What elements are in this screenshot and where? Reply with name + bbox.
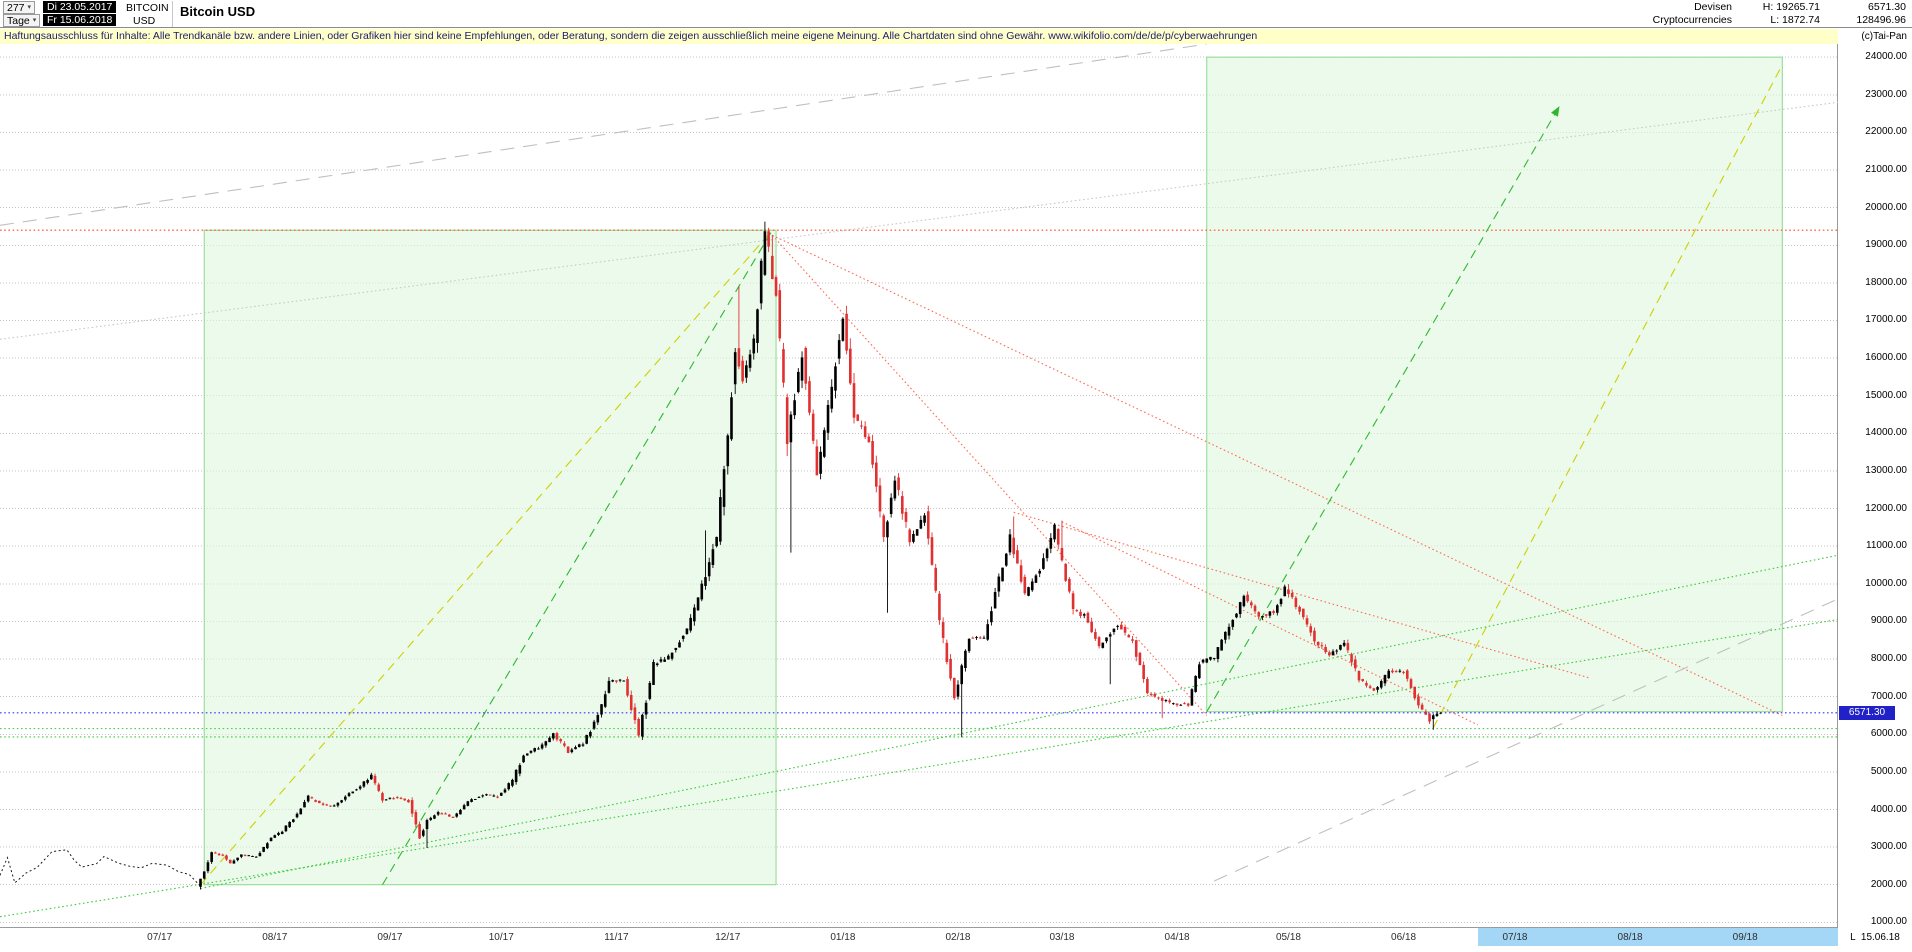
time-axis-label: 09/17 <box>377 932 403 943</box>
time-axis-label: 07/17 <box>147 932 173 943</box>
time-axis-label: 07/18 <box>1502 932 1528 943</box>
chart-title: Bitcoin USD <box>180 4 256 19</box>
price-axis-label: 16000.00 <box>1865 352 1907 364</box>
price-axis-label: 12000.00 <box>1865 502 1907 514</box>
chevron-down-icon: ▾ <box>27 3 32 11</box>
price-axis-label: 24000.00 <box>1865 51 1907 63</box>
price-axis-label: 19000.00 <box>1865 239 1907 251</box>
price-axis-label: 7000.00 <box>1870 690 1907 702</box>
time-axis-label: 01/18 <box>830 932 856 943</box>
high-low-readout: H: 19265.71 L: 1872.74 <box>1763 1 1820 27</box>
time-axis: L 15.06.18 07/17 08/17 09/17 10/17 11/17 12/1… <box>0 928 1912 952</box>
time-axis-label: 10/17 <box>488 932 514 943</box>
chart-plot-area[interactable] <box>0 44 1838 928</box>
bars-count-dropdown[interactable]: 277 ▾ <box>3 1 36 14</box>
last-price-value: 6571.30 <box>1868 1 1906 13</box>
time-axis-label: 09/18 <box>1732 932 1758 943</box>
time-axis-label: 02/18 <box>945 932 971 943</box>
time-axis-label: 05/18 <box>1275 932 1301 943</box>
price-axis-label: 5000.00 <box>1870 765 1907 777</box>
period-dropdown[interactable]: Tage ▾ <box>3 14 41 27</box>
low-value: L: 1872.74 <box>1770 14 1820 26</box>
price-axis: 6571.30 1000.00 2000.00 3000.00 4000.00 5000… <box>1838 44 1912 928</box>
price-axis-label: 10000.00 <box>1865 577 1907 589</box>
price-axis-label: 23000.00 <box>1865 88 1907 100</box>
price-axis-label: 11000.00 <box>1866 540 1907 552</box>
chevron-down-icon: ▾ <box>32 16 37 24</box>
price-axis-label: 6000.00 <box>1870 728 1907 740</box>
price-axis-label: 14000.00 <box>1865 427 1907 439</box>
period-value: Tage <box>7 14 30 27</box>
bars-count-value: 277 <box>7 1 25 14</box>
date-from-field[interactable]: Di 23.05.2017 <box>43 1 117 13</box>
last-date-label: L 15.06.18 <box>1850 932 1900 943</box>
chart-area: 6571.30 1000.00 2000.00 3000.00 4000.00 5000… <box>0 44 1912 952</box>
price-axis-label: 18000.00 <box>1865 276 1907 288</box>
price-axis-label: 3000.00 <box>1870 841 1907 853</box>
price-volume-readout: 6571.30 128496.96 <box>1856 1 1906 27</box>
copyright-label: (c)Tai-Pan <box>1861 31 1907 42</box>
price-axis-label: 22000.00 <box>1865 126 1907 138</box>
price-axis-label: 8000.00 <box>1870 653 1907 665</box>
price-axis-label: 4000.00 <box>1870 803 1907 815</box>
last-price-marker: 6571.30 <box>1839 705 1895 720</box>
price-axis-label: 1000.00 <box>1870 916 1907 928</box>
time-axis-label: 12/17 <box>715 932 741 943</box>
time-axis-label: 04/18 <box>1164 932 1190 943</box>
price-axis-label: 9000.00 <box>1870 615 1907 627</box>
time-axis-label: 08/17 <box>262 932 288 943</box>
time-axis-label: 11/17 <box>604 932 629 943</box>
date-to-field[interactable]: Fr 15.06.2018 <box>43 14 117 26</box>
price-axis-label: 2000.00 <box>1870 878 1907 890</box>
symbol-code: BITCOIN <box>126 2 169 14</box>
divider <box>172 1 173 27</box>
future-period-highlight <box>1477 928 1838 946</box>
volume-value: 128496.96 <box>1856 14 1906 26</box>
price-axis-label: 13000.00 <box>1865 464 1907 476</box>
toolbar: 277 ▾ Tage ▾ Di 23.05.2017 Fr 15.06.2018… <box>0 0 1912 28</box>
time-axis-label: 06/18 <box>1391 932 1417 943</box>
symbol-currency: USD <box>133 15 156 27</box>
time-axis-label: 03/18 <box>1049 932 1075 943</box>
price-axis-label: 21000.00 <box>1865 164 1907 176</box>
disclaimer-bar: Haftungsausschluss für Inhalte: Alle Tre… <box>0 29 1838 44</box>
price-axis-label: 20000.00 <box>1865 201 1907 213</box>
time-axis-label: 08/18 <box>1617 932 1643 943</box>
price-axis-label: 17000.00 <box>1865 314 1907 326</box>
candlestick-chart-canvas[interactable] <box>0 44 1838 928</box>
price-axis-label: 15000.00 <box>1865 389 1907 401</box>
instrument-category: Devisen Cryptocurrencies <box>1652 1 1732 26</box>
high-value: H: 19265.71 <box>1762 1 1820 13</box>
